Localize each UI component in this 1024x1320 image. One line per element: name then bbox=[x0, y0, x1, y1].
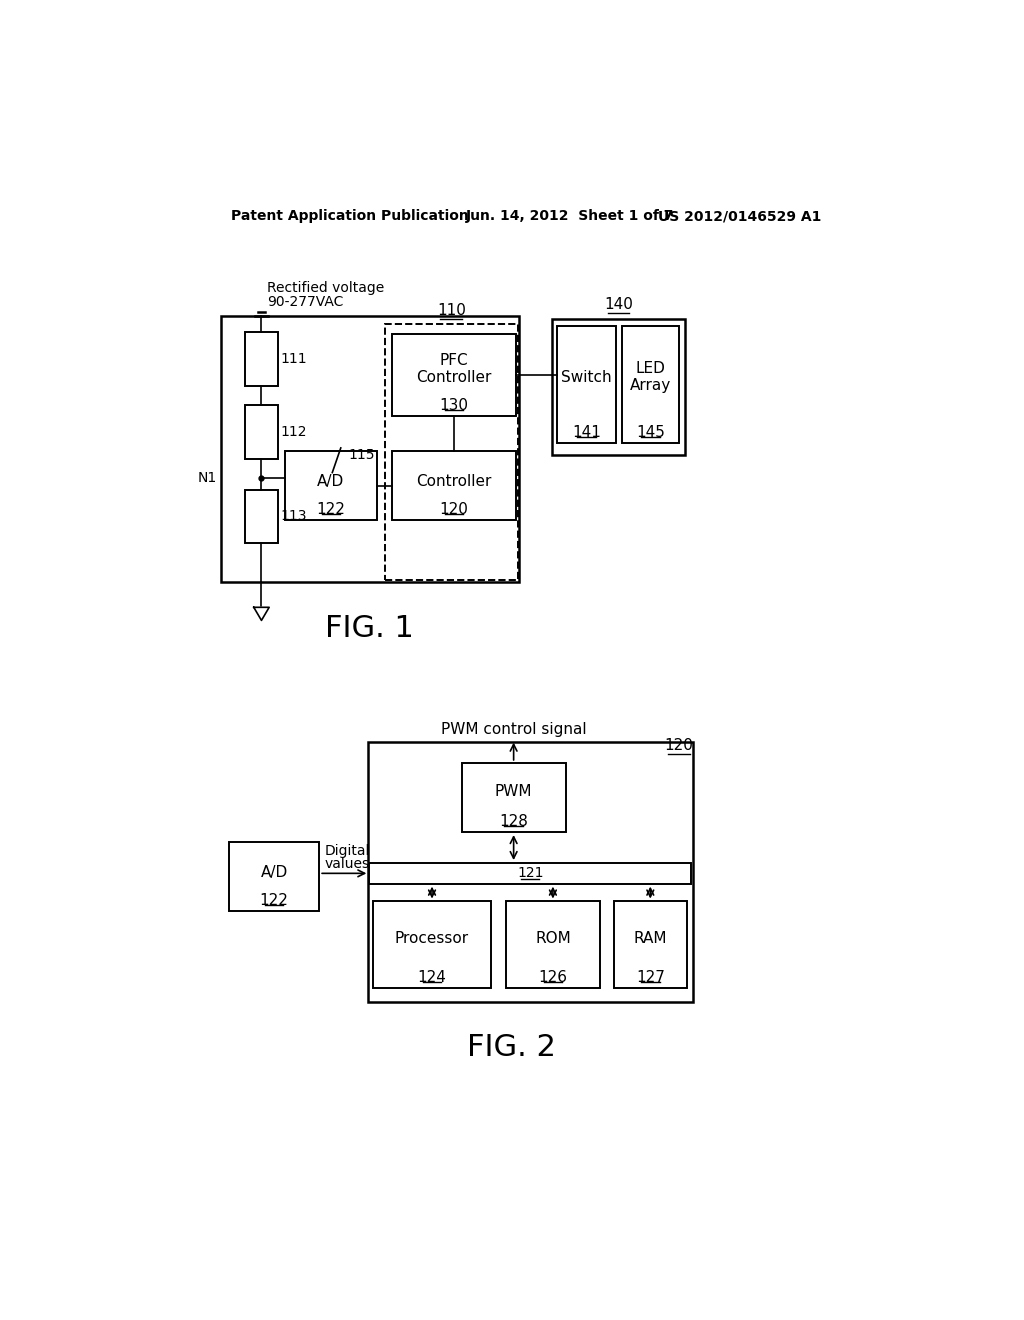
Text: 141: 141 bbox=[572, 425, 601, 440]
Bar bbox=[245, 405, 278, 459]
Bar bbox=[462, 763, 565, 832]
Text: Patent Application Publication: Patent Application Publication bbox=[230, 209, 468, 223]
Text: Rectified voltage: Rectified voltage bbox=[267, 281, 384, 294]
Bar bbox=[370, 863, 691, 884]
Bar bbox=[245, 331, 278, 385]
Text: 140: 140 bbox=[604, 297, 633, 313]
Bar bbox=[392, 451, 515, 520]
Text: FIG. 2: FIG. 2 bbox=[467, 1034, 556, 1063]
Text: 128: 128 bbox=[499, 814, 528, 829]
Bar bbox=[368, 742, 692, 1002]
Text: Jun. 14, 2012  Sheet 1 of 7: Jun. 14, 2012 Sheet 1 of 7 bbox=[466, 209, 674, 223]
Text: 127: 127 bbox=[636, 970, 665, 985]
Text: 130: 130 bbox=[439, 399, 468, 413]
Bar bbox=[614, 902, 686, 989]
Text: Controller: Controller bbox=[417, 474, 492, 490]
Bar bbox=[392, 334, 515, 416]
Text: 126: 126 bbox=[539, 970, 567, 985]
Text: Switch: Switch bbox=[561, 370, 611, 384]
Text: Digital: Digital bbox=[325, 845, 370, 858]
Bar bbox=[506, 902, 600, 989]
Text: 145: 145 bbox=[636, 425, 665, 440]
Text: 111: 111 bbox=[280, 351, 306, 366]
Text: 122: 122 bbox=[316, 502, 345, 517]
Text: A/D: A/D bbox=[317, 474, 344, 490]
Bar bbox=[229, 842, 319, 911]
Text: PWM control signal: PWM control signal bbox=[441, 722, 587, 738]
Text: values: values bbox=[325, 858, 370, 871]
Text: 120: 120 bbox=[665, 738, 693, 752]
Text: 110: 110 bbox=[437, 302, 466, 318]
Bar bbox=[373, 902, 490, 989]
Text: Processor: Processor bbox=[395, 932, 469, 946]
Text: 121: 121 bbox=[517, 866, 544, 880]
Text: PFC
Controller: PFC Controller bbox=[417, 352, 492, 385]
Text: 90-277VAC: 90-277VAC bbox=[267, 294, 343, 309]
Text: 122: 122 bbox=[260, 894, 289, 908]
Text: 120: 120 bbox=[439, 502, 468, 517]
Text: LED
Array: LED Array bbox=[630, 360, 671, 393]
Polygon shape bbox=[254, 607, 269, 620]
Bar bbox=[552, 318, 685, 455]
Text: A/D: A/D bbox=[260, 866, 288, 880]
Text: 113: 113 bbox=[280, 510, 306, 524]
Text: 124: 124 bbox=[418, 970, 446, 985]
Text: US 2012/0146529 A1: US 2012/0146529 A1 bbox=[658, 209, 821, 223]
Text: PWM: PWM bbox=[495, 784, 532, 799]
Bar bbox=[385, 323, 518, 581]
Text: ROM: ROM bbox=[535, 932, 570, 946]
Bar bbox=[285, 451, 377, 520]
Text: 115: 115 bbox=[348, 447, 375, 462]
Bar bbox=[221, 317, 519, 582]
Text: RAM: RAM bbox=[634, 932, 667, 946]
Bar bbox=[622, 326, 679, 444]
Bar bbox=[245, 490, 278, 544]
Text: 112: 112 bbox=[280, 425, 306, 438]
Text: FIG. 1: FIG. 1 bbox=[325, 614, 414, 643]
Text: N1: N1 bbox=[198, 471, 217, 484]
Bar bbox=[557, 326, 615, 444]
